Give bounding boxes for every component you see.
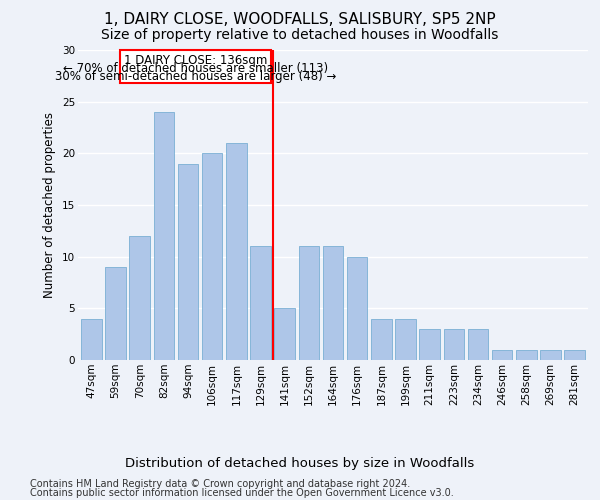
Bar xyxy=(120,50,271,83)
Text: 1 DAIRY CLOSE: 136sqm: 1 DAIRY CLOSE: 136sqm xyxy=(124,54,268,66)
Y-axis label: Number of detached properties: Number of detached properties xyxy=(43,112,56,298)
Bar xyxy=(419,329,440,360)
Bar xyxy=(492,350,512,360)
Bar xyxy=(299,246,319,360)
Bar xyxy=(81,318,101,360)
Bar xyxy=(130,236,150,360)
Bar xyxy=(347,256,367,360)
Bar xyxy=(516,350,536,360)
Bar xyxy=(468,329,488,360)
Bar xyxy=(371,318,392,360)
Bar xyxy=(323,246,343,360)
Bar xyxy=(274,308,295,360)
Bar xyxy=(202,154,223,360)
Text: Contains public sector information licensed under the Open Government Licence v3: Contains public sector information licen… xyxy=(30,488,454,498)
Bar xyxy=(250,246,271,360)
Text: Contains HM Land Registry data © Crown copyright and database right 2024.: Contains HM Land Registry data © Crown c… xyxy=(30,479,410,489)
Text: ← 70% of detached houses are smaller (113): ← 70% of detached houses are smaller (11… xyxy=(63,62,328,75)
Bar xyxy=(443,329,464,360)
Text: Distribution of detached houses by size in Woodfalls: Distribution of detached houses by size … xyxy=(125,458,475,470)
Text: 1, DAIRY CLOSE, WOODFALLS, SALISBURY, SP5 2NP: 1, DAIRY CLOSE, WOODFALLS, SALISBURY, SP… xyxy=(104,12,496,28)
Bar xyxy=(565,350,585,360)
Bar xyxy=(395,318,416,360)
Bar xyxy=(154,112,174,360)
Bar xyxy=(105,267,126,360)
Bar xyxy=(540,350,561,360)
Text: 30% of semi-detached houses are larger (48) →: 30% of semi-detached houses are larger (… xyxy=(55,70,337,83)
Text: Size of property relative to detached houses in Woodfalls: Size of property relative to detached ho… xyxy=(101,28,499,42)
Bar xyxy=(226,143,247,360)
Bar xyxy=(178,164,198,360)
